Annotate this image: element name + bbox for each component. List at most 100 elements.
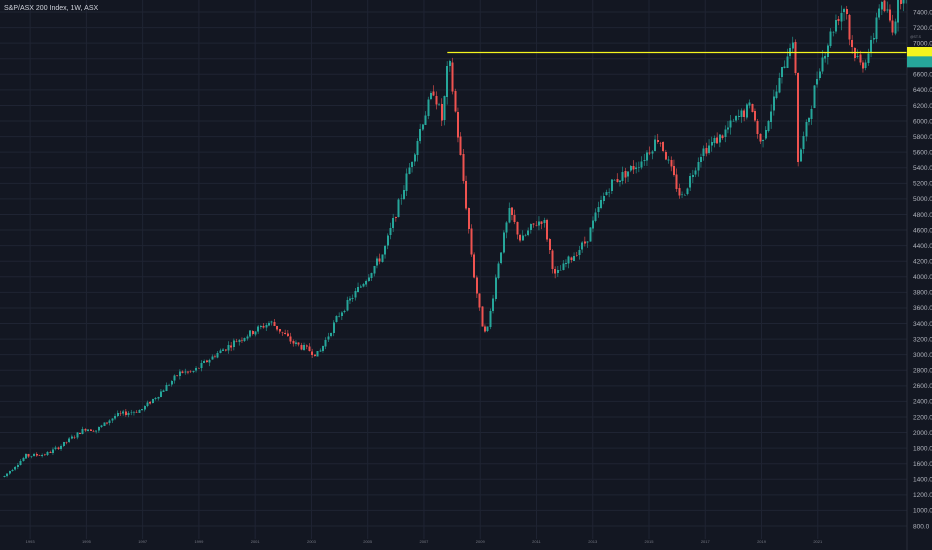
candle-body — [51, 449, 54, 453]
candle-body — [635, 167, 638, 170]
candle-body — [664, 151, 667, 160]
x-tick-label: 2003 — [307, 539, 317, 544]
candle-body — [119, 412, 122, 414]
candle-body — [367, 277, 370, 282]
candle-body — [899, 0, 902, 4]
time-axis[interactable]: 1993 1995 1997 1999 2001 2003 2005 2007 2009 2011… — [26, 539, 823, 544]
candle-body — [880, 1, 883, 10]
candle-body — [902, 0, 905, 4]
candle-body — [219, 350, 222, 353]
x-tick-label: 2001 — [251, 539, 261, 544]
candle-body — [246, 336, 249, 339]
x-tick-label: 2013 — [588, 539, 598, 544]
candle-body — [224, 349, 227, 351]
y-tick-label: 3000.0 — [913, 352, 932, 359]
candle-body — [165, 385, 168, 392]
candle-body — [567, 256, 570, 264]
candle-body — [721, 135, 724, 138]
last-price-badge — [907, 56, 932, 68]
candle-body — [348, 298, 351, 301]
candle-body — [267, 322, 270, 326]
candle-body — [494, 277, 497, 299]
candles — [3, 0, 907, 478]
candle-body — [562, 263, 565, 271]
candle-body — [151, 399, 154, 404]
x-tick-label: 1995 — [82, 539, 92, 544]
candle-body — [46, 452, 49, 456]
candle-body — [772, 96, 775, 111]
candle-body — [251, 330, 254, 335]
candle-body — [240, 340, 243, 341]
price-axis[interactable]: 800.0 1000.0 1200.0 1400.0 1600.0 1800.0 2000.… — [907, 9, 932, 530]
candle-body — [740, 110, 743, 118]
y-tick-label: 4800.0 — [913, 212, 932, 219]
candle-body — [689, 176, 692, 188]
x-tick-label: 1999 — [194, 539, 204, 544]
candle-body — [141, 409, 144, 410]
candle-body — [586, 241, 589, 243]
candle-body — [19, 461, 22, 466]
candle-body — [11, 469, 14, 472]
candle-body — [346, 300, 349, 311]
candle-body — [30, 456, 33, 457]
candle-body — [111, 418, 114, 421]
candle-body — [232, 340, 235, 347]
candle-body — [122, 411, 125, 414]
candle-body — [591, 220, 594, 229]
candle-body — [872, 38, 875, 40]
candle-body — [710, 142, 713, 146]
candle-body — [41, 454, 44, 457]
candle-body — [662, 142, 665, 152]
candle-body — [797, 72, 800, 162]
candle-body — [629, 166, 632, 171]
candle-body — [481, 306, 484, 327]
candle-body — [146, 402, 149, 407]
candle-body — [300, 344, 303, 350]
candle-body — [575, 255, 578, 256]
candle-body — [62, 441, 65, 447]
candle-body — [286, 333, 289, 337]
candle-body — [189, 371, 192, 372]
candle-body — [254, 331, 257, 335]
y-tick-label: 1200.0 — [913, 492, 932, 499]
candle-body — [284, 332, 287, 335]
candle-body — [143, 405, 146, 410]
candle-body — [780, 67, 783, 77]
candle-body — [43, 454, 46, 456]
candle-body — [289, 336, 292, 342]
candle-body — [216, 353, 219, 358]
candle-body — [181, 371, 184, 373]
candle-body — [791, 42, 794, 49]
candle-body — [556, 269, 559, 274]
candle-body — [851, 39, 854, 48]
candle-body — [68, 438, 71, 442]
y-tick-label: 3800.0 — [913, 290, 932, 297]
candle-body — [767, 121, 770, 132]
candle-body — [886, 9, 889, 11]
candle-body — [440, 104, 443, 121]
candle-body — [429, 92, 432, 100]
candle-body — [70, 436, 73, 439]
candle-body — [559, 269, 562, 271]
candle-body — [637, 166, 640, 168]
candle-body — [478, 293, 481, 308]
candle-body — [813, 85, 816, 108]
candle-body — [589, 227, 592, 242]
candle-body — [54, 447, 57, 449]
candle-body — [691, 175, 694, 177]
y-tick-label: 4200.0 — [913, 259, 932, 266]
candle-body — [402, 190, 405, 200]
x-tick-label: 1993 — [26, 539, 36, 544]
candle-body — [49, 452, 52, 453]
candle-body — [116, 412, 119, 417]
candle-body — [759, 133, 762, 142]
candle-body — [178, 371, 181, 377]
candle-body — [799, 149, 802, 162]
candle-body — [154, 398, 157, 400]
candle-body — [656, 139, 659, 142]
candle-body — [297, 342, 300, 345]
chart-title: S&P/ASX 200 Index, 1W, ASX — [4, 5, 98, 12]
candle-body — [389, 227, 392, 236]
